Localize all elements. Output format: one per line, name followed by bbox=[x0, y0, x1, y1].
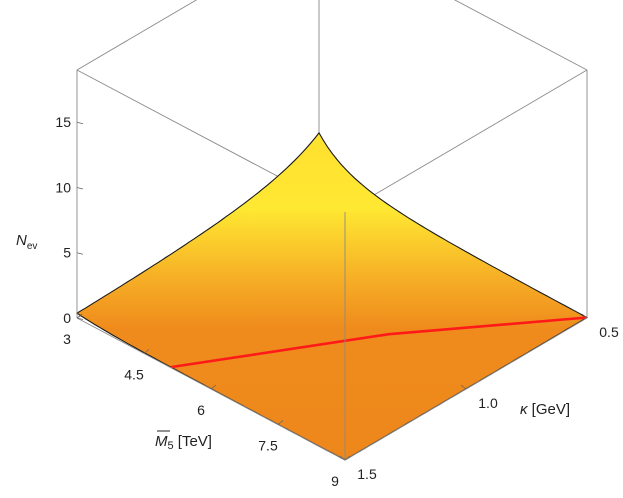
x-axis-title: M5 [TeV] bbox=[155, 430, 212, 452]
x-tick-mark bbox=[143, 349, 150, 354]
x-tick-label: 4.5 bbox=[124, 367, 144, 383]
y-tick-mark bbox=[460, 384, 467, 390]
z-tick-mark bbox=[76, 187, 84, 190]
z-axis-title: Nev bbox=[16, 232, 37, 252]
x-tick-label: 6 bbox=[197, 402, 205, 418]
x-tick-label: 3 bbox=[63, 331, 71, 347]
box-edge-back-top-left bbox=[76, 0, 198, 71]
y-tick-mark bbox=[339, 455, 346, 461]
y-tick-label: 0.5 bbox=[599, 324, 619, 340]
y-axis-ticks: 0.5 1.0 1.5 bbox=[339, 313, 619, 482]
z-tick-label: 10 bbox=[55, 179, 71, 195]
x-tick-label: 9 bbox=[331, 473, 339, 489]
z-tick-mark bbox=[76, 121, 84, 125]
svg-text:M5 [TeV]: M5 [TeV] bbox=[155, 433, 212, 452]
contour-line bbox=[170, 316, 588, 369]
z-tick-mark bbox=[76, 252, 84, 255]
y-tick-label: 1.0 bbox=[478, 395, 498, 411]
box-edge-top-front-right bbox=[344, 69, 588, 213]
x-tick-mark bbox=[344, 455, 351, 461]
surface bbox=[75, 131, 589, 461]
x-tick-mark bbox=[210, 384, 217, 390]
z-tick-mark bbox=[76, 317, 84, 320]
x-axis-ticks: 3 4.5 6 7.5 9 bbox=[63, 313, 351, 489]
y-tick-label: 1.5 bbox=[357, 466, 377, 482]
x-tick-mark bbox=[76, 313, 83, 319]
z-tick-label: 15 bbox=[55, 114, 71, 130]
z-axis-ticks: 0 5 10 15 bbox=[55, 114, 84, 326]
z-tick-label: 0 bbox=[63, 310, 71, 326]
z-tick-label: 5 bbox=[63, 245, 71, 261]
x-tick-label: 7.5 bbox=[258, 438, 278, 454]
x-tick-mark bbox=[277, 420, 284, 425]
y-axis-title: κ [GeV] bbox=[520, 401, 570, 418]
box-edge-back-top-right bbox=[453, 0, 588, 71]
y-tick-mark bbox=[581, 313, 588, 319]
